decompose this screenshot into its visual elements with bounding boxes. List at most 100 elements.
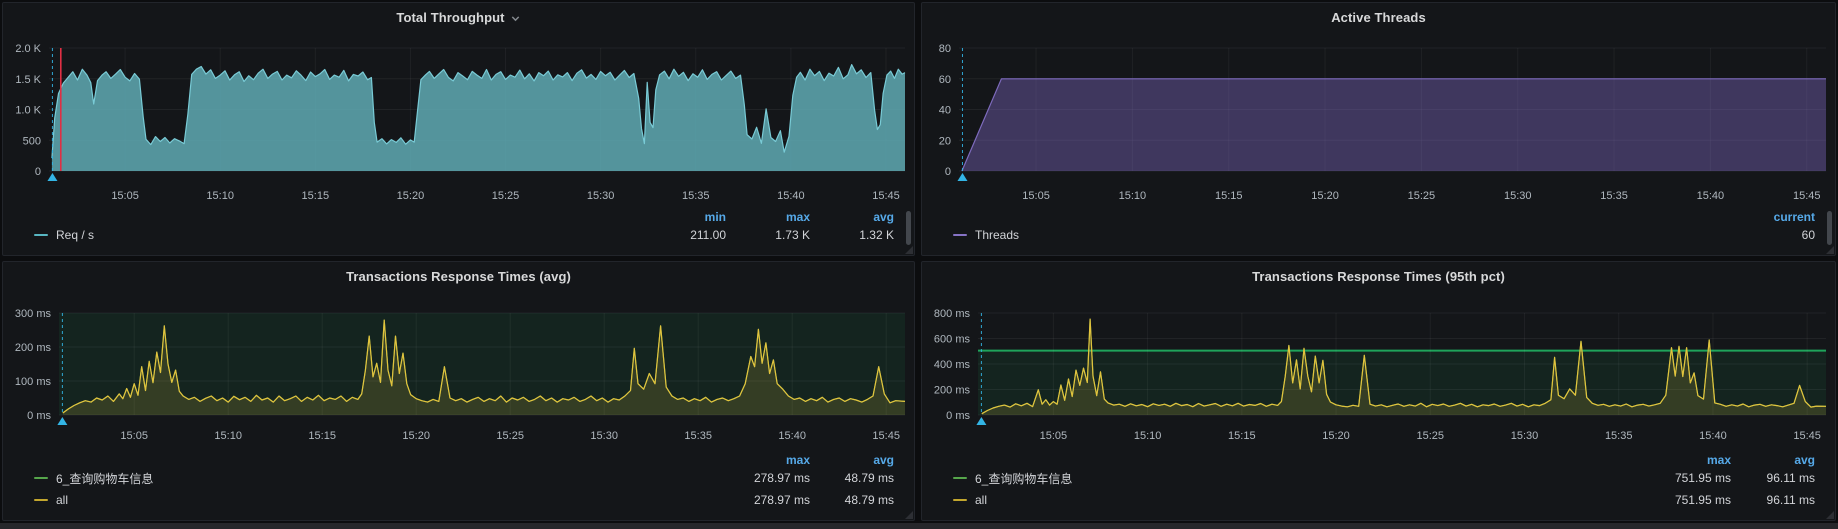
svg-text:1.0 K: 1.0 K	[15, 105, 41, 117]
series-color-swatch[interactable]	[34, 234, 48, 236]
response-times-avg-plot[interactable]: 0 ms 100 ms 200 ms 300 ms 15:05 15:10 15:15 15:…	[3, 262, 914, 520]
panel-active-threads: Active Threads 0 20 40 60 80 15:05 15:10 15:15 1…	[921, 2, 1836, 256]
legend-stat-header-avg[interactable]: avg	[873, 452, 894, 467]
svg-text:0 ms: 0 ms	[946, 410, 970, 422]
svg-text:15:10: 15:10	[214, 430, 242, 442]
legend-scrollbar-thumb[interactable]	[1827, 211, 1832, 245]
series-line	[981, 318, 1827, 415]
chart-canvas[interactable]: 0 500 1.0 K 1.5 K 2.0 K 15:05 15:10 15:15 15:20 1…	[3, 3, 914, 255]
series-color-swatch[interactable]	[953, 477, 967, 479]
legend-stat-header-avg[interactable]: avg	[1794, 452, 1815, 467]
svg-text:15:15: 15:15	[308, 430, 336, 442]
legend-stat-value: 1.32 K	[859, 228, 894, 242]
series-color-swatch[interactable]	[34, 499, 48, 501]
svg-text:15:15: 15:15	[302, 190, 330, 202]
series-toggle-label[interactable]: 6_查询购物车信息	[975, 471, 1073, 486]
svg-text:500: 500	[23, 135, 41, 147]
legend-scrollbar-thumb[interactable]	[906, 211, 911, 245]
legend-stat-value: 60	[1801, 228, 1815, 242]
series-toggle-label[interactable]: Req / s	[56, 228, 95, 242]
panel-resize-handle[interactable]	[1826, 246, 1834, 254]
legend-stat-value: 96.11 ms	[1766, 471, 1815, 485]
series-color-swatch[interactable]	[34, 477, 48, 479]
panel-resize-handle[interactable]	[1826, 511, 1834, 519]
svg-text:15:10: 15:10	[1119, 190, 1147, 202]
svg-text:15:40: 15:40	[1699, 430, 1727, 442]
series-area	[981, 319, 1826, 415]
svg-text:300 ms: 300 ms	[15, 308, 52, 320]
panel-header-total-throughput[interactable]: Total Throughput	[3, 3, 914, 31]
legend-stat-header-min[interactable]: min	[704, 209, 726, 224]
legend-row: Threads 60	[953, 224, 1815, 246]
svg-text:1.5 K: 1.5 K	[15, 74, 41, 86]
active-threads-plot[interactable]: 0 20 40 60 80 15:05 15:10 15:15 15:20 15:25 15:30 1…	[922, 3, 1835, 255]
panel-resize-handle[interactable]	[905, 246, 913, 254]
svg-text:20: 20	[939, 135, 951, 147]
series-toggle-label[interactable]: Threads	[975, 228, 1020, 242]
svg-text:15:20: 15:20	[402, 430, 430, 442]
panel-resize-handle[interactable]	[905, 511, 913, 519]
legend-header-row: max avg	[34, 452, 894, 467]
svg-text:15:40: 15:40	[1697, 190, 1725, 202]
legend-stat-header-avg[interactable]: avg	[873, 209, 894, 224]
active-threads-legend: current Threads 60	[922, 209, 1835, 246]
legend-stat-header-max[interactable]: max	[785, 209, 810, 224]
chart-canvas[interactable]: 0 ms 100 ms 200 ms 300 ms 15:05 15:10 15:15 15:…	[3, 262, 914, 520]
svg-text:100 ms: 100 ms	[15, 376, 52, 388]
series-toggle-label[interactable]: all	[56, 493, 69, 507]
series-color-swatch[interactable]	[953, 234, 967, 236]
chart-canvas[interactable]: 0 20 40 60 80 15:05 15:10 15:15 15:20 15:25 15:30 1…	[922, 3, 1835, 255]
legend-stat-header-max[interactable]: max	[785, 452, 810, 467]
legend-stat-header-current[interactable]: current	[1773, 209, 1815, 224]
svg-text:15:40: 15:40	[778, 430, 806, 442]
legend-stat-value: 48.79 ms	[844, 493, 894, 507]
series-area	[51, 64, 905, 171]
svg-text:15:15: 15:15	[1215, 190, 1243, 202]
series-area	[961, 78, 1826, 171]
svg-text:15:35: 15:35	[1605, 430, 1633, 442]
series-line	[961, 78, 1826, 172]
svg-text:15:45: 15:45	[1793, 430, 1821, 442]
legend-stat-value: 278.97 ms	[753, 493, 810, 507]
response-times-avg-legend: max avg 6_查询购物车信息 278.97 ms 48.79 ms all 278.9…	[3, 452, 914, 511]
svg-text:80: 80	[939, 43, 951, 55]
svg-text:15:40: 15:40	[777, 190, 805, 202]
svg-text:800 ms: 800 ms	[934, 308, 971, 320]
svg-text:15:20: 15:20	[1322, 430, 1350, 442]
panel-title-text: Transactions Response Times (95th pct)	[1252, 268, 1505, 284]
chevron-down-icon	[511, 15, 519, 21]
svg-text:15:10: 15:10	[206, 190, 234, 202]
svg-text:15:25: 15:25	[1408, 190, 1436, 202]
legend-stat-header-max[interactable]: max	[1706, 452, 1731, 467]
svg-text:0 ms: 0 ms	[27, 410, 51, 422]
annotation-marker	[976, 417, 987, 425]
chart-canvas[interactable]: 0 ms 200 ms 400 ms 600 ms 800 ms 15:05 15:10 15…	[922, 262, 1835, 520]
svg-text:15:30: 15:30	[1504, 190, 1532, 202]
svg-text:15:30: 15:30	[590, 430, 618, 442]
horizontal-scrollbar[interactable]	[0, 523, 1838, 529]
svg-text:15:05: 15:05	[1040, 430, 1068, 442]
annotation-marker	[57, 417, 68, 425]
svg-text:15:05: 15:05	[120, 430, 148, 442]
svg-text:15:45: 15:45	[872, 190, 900, 202]
panel-header-response-times-95th[interactable]: Transactions Response Times (95th pct)	[922, 262, 1835, 290]
response-times-95th-plot[interactable]: 0 ms 200 ms 400 ms 600 ms 800 ms 15:05 15:10 15…	[922, 262, 1835, 520]
svg-text:200 ms: 200 ms	[15, 342, 52, 354]
svg-text:15:45: 15:45	[872, 430, 900, 442]
series-line	[62, 319, 906, 414]
legend-stat-value: 751.95 ms	[1674, 471, 1731, 485]
panel-header-active-threads[interactable]: Active Threads	[922, 3, 1835, 31]
svg-text:15:10: 15:10	[1134, 430, 1162, 442]
svg-text:15:35: 15:35	[684, 430, 712, 442]
svg-text:2.0 K: 2.0 K	[15, 43, 41, 55]
series-toggle-label[interactable]: all	[975, 493, 988, 507]
svg-text:0: 0	[945, 166, 951, 178]
svg-text:400 ms: 400 ms	[934, 359, 971, 371]
series-toggle-label[interactable]: 6_查询购物车信息	[56, 471, 154, 486]
panel-header-response-times-avg[interactable]: Transactions Response Times (avg)	[3, 262, 914, 290]
throughput-plot[interactable]: 0 500 1.0 K 1.5 K 2.0 K 15:05 15:10 15:15 15:20 1…	[3, 3, 914, 255]
series-color-swatch[interactable]	[953, 499, 967, 501]
panel-title-text: Active Threads	[1331, 9, 1426, 25]
svg-text:15:20: 15:20	[397, 190, 425, 202]
legend-stat-value: 278.97 ms	[753, 471, 810, 485]
